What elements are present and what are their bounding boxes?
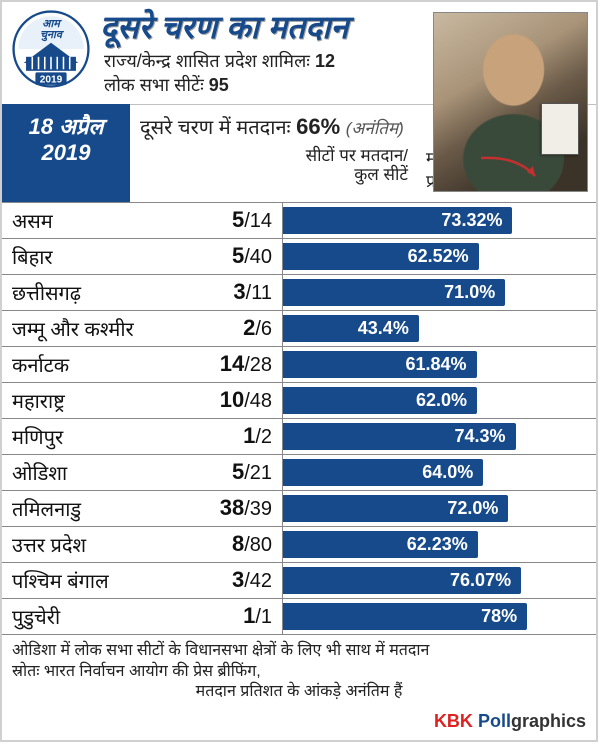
bar-zone: 78%: [282, 599, 596, 634]
table-row: ओडिशा5/2164.0%: [2, 455, 596, 491]
table-row: कर्नाटक14/2861.84%: [2, 347, 596, 383]
credit: KBK Pollgraphics: [2, 711, 596, 740]
bar-zone: 61.84%: [282, 347, 596, 382]
credit-graphics: graphics: [511, 711, 586, 731]
pct-bar: 78%: [283, 603, 527, 630]
turnout-label: दूसरे चरण में मतदानः: [140, 117, 291, 139]
table-row: असम5/1473.32%: [2, 203, 596, 239]
credit-kbk: KBK: [434, 711, 473, 731]
infographic-container: आम चुनाव 2019 दूसरे चरण का मतदान राज्य/क…: [0, 0, 598, 742]
pct-bar: 43.4%: [283, 315, 419, 342]
seats-cell: 10/48: [172, 387, 282, 413]
table-row: उत्तर प्रदेश8/8062.23%: [2, 527, 596, 563]
credit-poll: Poll: [478, 711, 511, 731]
pct-bar: 72.0%: [283, 495, 508, 522]
table-row: महाराष्ट्र10/4862.0%: [2, 383, 596, 419]
election-logo: आम चुनाव 2019: [12, 10, 90, 88]
footer-line1: ओडिशा में लोक सभा सीटों के विधानसभा क्षे…: [12, 641, 586, 662]
header: आम चुनाव 2019 दूसरे चरण का मतदान राज्य/क…: [2, 2, 596, 102]
seats-cell: 5/21: [172, 459, 282, 485]
bar-zone: 76.07%: [282, 563, 596, 598]
pct-bar: 71.0%: [283, 279, 505, 306]
date-line2: 2019: [10, 140, 122, 166]
pct-bar: 76.07%: [283, 567, 521, 594]
seats-cell: 2/6: [172, 315, 282, 341]
bar-zone: 64.0%: [282, 455, 596, 490]
date-line1: 18 अप्रैल: [10, 114, 122, 140]
state-name: महाराष्ट्र: [2, 387, 172, 414]
bar-zone: 72.0%: [282, 491, 596, 526]
seats-cell: 1/1: [172, 603, 282, 629]
pct-bar: 62.23%: [283, 531, 478, 558]
table-row: पश्चिम बंगाल3/4276.07%: [2, 563, 596, 599]
svg-text:2019: 2019: [40, 75, 63, 86]
seats-header: सीटों पर मतदान/ कुल सीटें: [140, 144, 420, 196]
seats-cell: 14/28: [172, 351, 282, 377]
turnout-value: 66%: [296, 114, 340, 139]
turnout-note: (अनंतिम): [346, 119, 404, 138]
state-name: बिहार: [2, 243, 172, 270]
state-name: पुडुचेरी: [2, 603, 172, 630]
seats-cell: 3/42: [172, 567, 282, 593]
table-row: मणिपुर1/274.3%: [2, 419, 596, 455]
pct-bar: 74.3%: [283, 423, 516, 450]
subtitle-1-label: राज्य/केन्द्र शासित प्रदेश शामिलः: [104, 51, 310, 71]
bar-zone: 74.3%: [282, 419, 596, 454]
subtitle-1-value: 12: [315, 51, 335, 71]
data-table: असम5/1473.32%बिहार5/4062.52%छत्तीसगढ़3/1…: [2, 202, 596, 635]
table-row: पुडुचेरी1/178%: [2, 599, 596, 635]
state-name: छत्तीसगढ़: [2, 279, 172, 306]
bar-zone: 43.4%: [282, 311, 596, 346]
seats-cell: 3/11: [172, 279, 282, 305]
table-row: जम्मू और कश्मीर2/643.4%: [2, 311, 596, 347]
footer-line3: मतदान प्रतिशत के आंकड़े अनंतिम हैं: [12, 682, 586, 703]
state-name: मणिपुर: [2, 423, 172, 450]
seats-cell: 38/39: [172, 495, 282, 521]
bar-zone: 62.0%: [282, 383, 596, 418]
table-row: तमिलनाडु38/3972.0%: [2, 491, 596, 527]
state-name: कर्नाटक: [2, 351, 172, 378]
subtitle-2-label: लोक सभा सीटेंः: [104, 75, 204, 95]
seats-cell: 8/80: [172, 531, 282, 557]
state-name: असम: [2, 207, 172, 234]
date-box: 18 अप्रैल 2019: [2, 104, 130, 202]
subtitle-2-value: 95: [209, 75, 229, 95]
table-row: छत्तीसगढ़3/1171.0%: [2, 275, 596, 311]
bar-zone: 62.52%: [282, 239, 596, 274]
pct-bar: 62.0%: [283, 387, 477, 414]
seats-cell: 5/40: [172, 243, 282, 269]
state-name: उत्तर प्रदेश: [2, 531, 172, 558]
state-name: ओडिशा: [2, 459, 172, 486]
footer-line2: स्रोतः भारत निर्वाचन आयोग की प्रेस ब्रीफ…: [12, 662, 586, 683]
svg-text:चुनाव: चुनाव: [40, 29, 65, 42]
pct-bar: 62.52%: [283, 243, 479, 270]
bar-zone: 71.0%: [282, 275, 596, 310]
pct-bar: 61.84%: [283, 351, 477, 378]
seats-cell: 1/2: [172, 423, 282, 449]
arrow-icon: [477, 154, 547, 184]
pct-bar: 64.0%: [283, 459, 483, 486]
state-name: तमिलनाडु: [2, 495, 172, 522]
pct-bar: 73.32%: [283, 207, 512, 234]
state-name: पश्चिम बंगाल: [2, 567, 172, 594]
bar-zone: 73.32%: [282, 203, 596, 238]
footer-notes: ओडिशा में लोक सभा सीटों के विधानसभा क्षे…: [2, 635, 596, 711]
seats-cell: 5/14: [172, 207, 282, 233]
state-name: जम्मू और कश्मीर: [2, 315, 172, 342]
bar-zone: 62.23%: [282, 527, 596, 562]
table-row: बिहार5/4062.52%: [2, 239, 596, 275]
